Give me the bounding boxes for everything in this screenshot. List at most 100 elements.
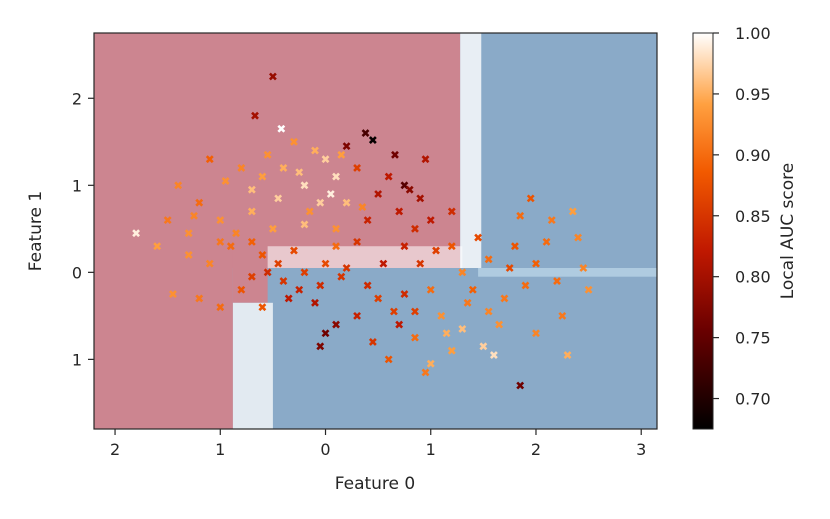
x-tick-label: 2 — [531, 440, 541, 459]
data-point — [226, 242, 235, 251]
data-point — [263, 150, 272, 159]
y-tick-label: 1 — [72, 350, 82, 369]
data-point — [426, 216, 435, 225]
decision-boundary-band — [460, 33, 482, 268]
x-tick-label: 2 — [110, 440, 120, 459]
x-tick-label: 3 — [636, 440, 646, 459]
data-point — [342, 142, 351, 151]
data-point — [316, 281, 325, 290]
data-point — [300, 268, 309, 277]
colorbar-tick-label: 1.00 — [735, 24, 771, 43]
data-point — [353, 311, 362, 320]
decision-boundary-band — [232, 302, 273, 429]
data-point — [258, 251, 267, 259]
data-point — [195, 294, 204, 303]
data-point — [374, 294, 383, 303]
data-point — [342, 264, 351, 272]
data-point — [563, 351, 572, 359]
data-point — [353, 163, 362, 172]
x-tick-label: 0 — [320, 440, 330, 459]
data-point — [411, 333, 419, 342]
decision-boundary-band — [267, 246, 463, 268]
data-point — [332, 320, 340, 329]
data-point — [447, 207, 456, 216]
colorbar-tick-label: 0.75 — [735, 329, 771, 348]
data-point — [358, 203, 367, 211]
data-point — [279, 277, 288, 285]
data-point — [447, 346, 456, 355]
data-point — [305, 207, 314, 216]
data-point — [511, 242, 519, 251]
data-point — [184, 251, 193, 259]
data-point — [221, 177, 230, 185]
data-point — [479, 342, 488, 351]
data-point — [216, 237, 225, 246]
data-point — [421, 155, 430, 164]
data-point — [184, 229, 193, 238]
data-point — [337, 272, 346, 281]
data-point — [247, 272, 256, 281]
data-point — [579, 264, 588, 272]
data-point — [247, 237, 256, 246]
colorbar-tick-label: 0.80 — [735, 268, 771, 287]
data-point — [316, 198, 325, 207]
data-point — [400, 290, 409, 299]
data-point — [195, 198, 204, 207]
data-point — [484, 307, 493, 316]
data-point — [574, 233, 582, 242]
data-point — [584, 285, 593, 294]
data-point — [174, 181, 183, 190]
data-point — [463, 298, 472, 307]
data-point — [353, 237, 362, 246]
data-point — [416, 259, 425, 268]
data-point — [368, 338, 377, 346]
data-point — [337, 150, 346, 159]
data-point — [532, 329, 540, 338]
data-point — [295, 168, 304, 177]
data-point — [391, 150, 399, 159]
data-point — [489, 351, 498, 359]
y-axis-label: Feature 1 — [26, 191, 46, 271]
data-point — [332, 172, 340, 181]
data-point — [268, 72, 277, 81]
data-point — [374, 190, 383, 198]
data-point — [500, 294, 509, 303]
data-point — [258, 172, 267, 181]
data-point — [542, 237, 551, 246]
data-point — [326, 190, 335, 198]
data-point — [437, 311, 446, 320]
colorbar-tick-label: 0.95 — [735, 85, 771, 104]
x-axis-label: Feature 0 — [335, 474, 415, 494]
data-point — [405, 185, 414, 194]
data-point — [190, 211, 198, 220]
data-point — [274, 194, 283, 203]
data-point — [300, 220, 309, 229]
data-point — [516, 381, 525, 390]
data-point — [232, 229, 240, 238]
colorbar-ticks: 0.70 0.75 0.80 0.85 0.90 0.95 1.00 — [713, 24, 771, 409]
data-point — [268, 224, 277, 233]
data-point — [400, 242, 409, 251]
data-point — [205, 155, 214, 164]
data-point — [432, 246, 440, 255]
data-point — [316, 342, 325, 351]
data-point — [363, 216, 372, 225]
decision-boundary-band — [478, 267, 657, 277]
data-point — [132, 229, 141, 238]
data-point — [216, 303, 225, 312]
data-point — [505, 264, 514, 272]
data-point — [153, 242, 162, 251]
data-point — [553, 277, 561, 285]
plot-frame — [93, 32, 658, 430]
data-point — [558, 311, 567, 320]
colorbar-tick-label: 0.85 — [735, 207, 771, 226]
data-point — [361, 129, 370, 138]
data-point — [416, 194, 425, 203]
data-point — [342, 198, 351, 207]
data-point — [447, 242, 456, 251]
data-point — [237, 163, 246, 172]
data-point — [568, 207, 577, 216]
x-axis-ticks: 2 1 0 1 2 3 — [110, 429, 646, 459]
data-point — [547, 216, 556, 225]
